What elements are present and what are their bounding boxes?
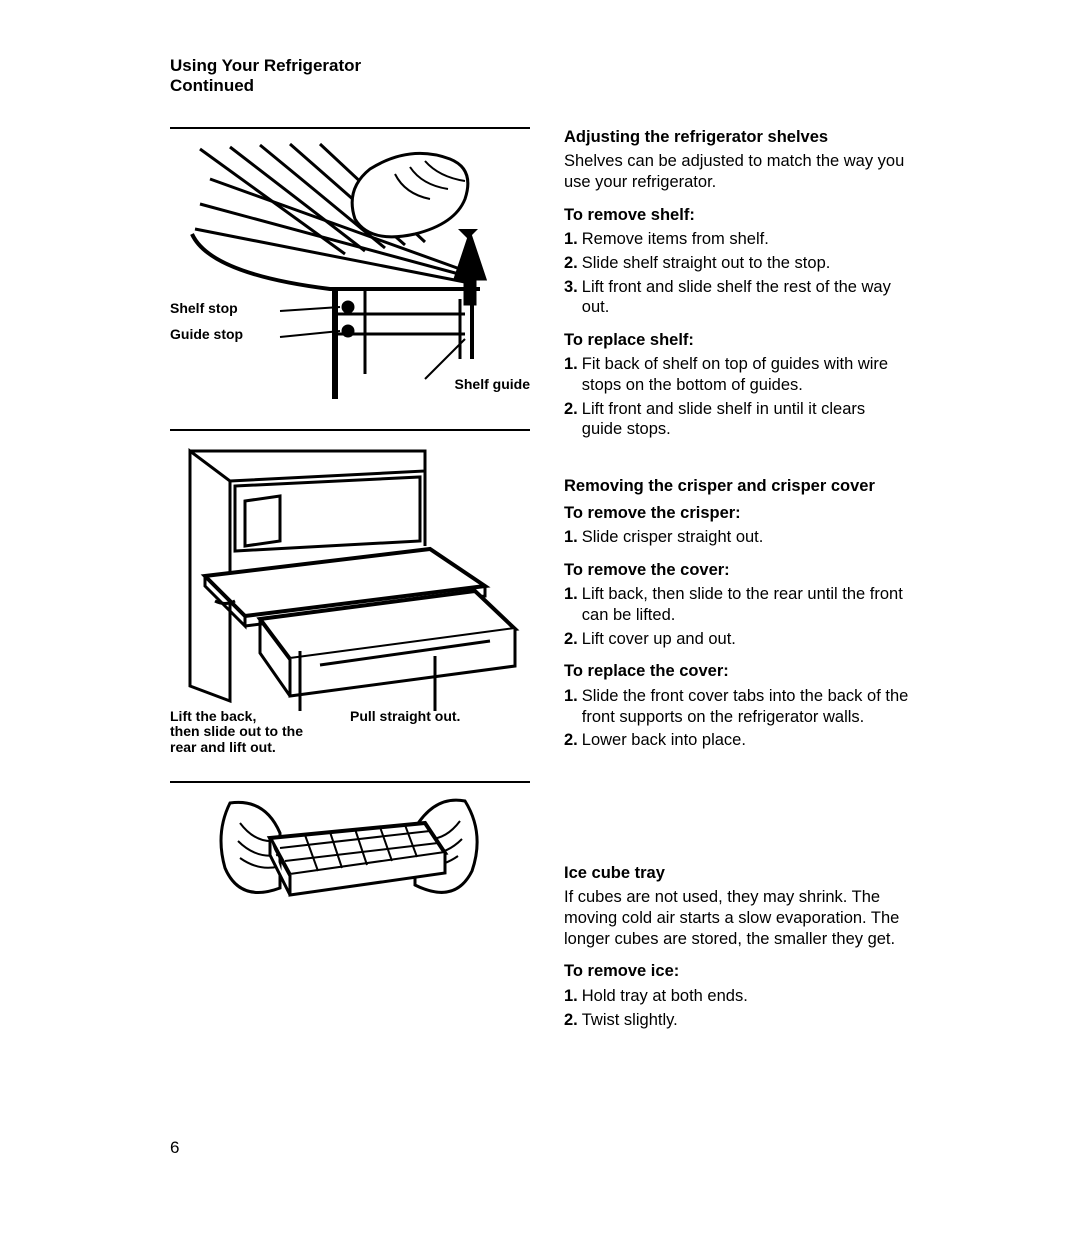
figure-shelf: Shelf stop Guide stop Shelf guide — [170, 127, 530, 409]
label-shelf-guide: Shelf guide — [455, 377, 530, 392]
list-item: Twist slightly. — [582, 1010, 910, 1031]
list-item: Fit back of shelf on top of guides with … — [582, 354, 910, 395]
sec2-repcov-list: 1.Slide the front cover tabs into the ba… — [564, 686, 910, 751]
label-lift-back-3: rear and lift out. — [170, 740, 360, 755]
sec3-rice-title: To remove ice: — [564, 961, 910, 982]
list-item: Slide the front cover tabs into the back… — [582, 686, 910, 727]
sec2-rcov-list: 1.Lift back, then slide to the rear unti… — [564, 584, 910, 649]
list-item: Lift front and slide shelf in until it c… — [582, 399, 910, 440]
page-header: Using Your Refrigerator Continued — [170, 56, 910, 97]
crisper-illustration — [170, 441, 530, 711]
sec1-remove-title: To remove shelf: — [564, 205, 910, 226]
list-item: Lift back, then slide to the rear until … — [582, 584, 910, 625]
list-item: Remove items from shelf. — [582, 229, 910, 250]
figure-crisper: Lift the back, then slide out to the rea… — [170, 429, 530, 761]
text-column: Adjusting the refrigerator shelves Shelv… — [564, 127, 910, 1042]
figure-ice-tray — [170, 781, 530, 933]
figures-column: Shelf stop Guide stop Shelf guide — [170, 127, 530, 1042]
header-line2: Continued — [170, 76, 910, 96]
sec1-intro: Shelves can be adjusted to match the way… — [564, 151, 910, 192]
sec1-remove-list: 1.Remove items from shelf. 2.Slide shelf… — [564, 229, 910, 318]
label-lift-back-1: Lift the back, — [170, 709, 360, 724]
label-pull-out: Pull straight out. — [350, 709, 460, 724]
sec2-rc-title: To remove the crisper: — [564, 503, 910, 524]
list-item: Slide shelf straight out to the stop. — [582, 253, 910, 274]
list-item: Slide crisper straight out. — [582, 527, 910, 548]
list-item: Lift cover up and out. — [582, 629, 910, 650]
sec2-rc-list: 1.Slide crisper straight out. — [564, 527, 910, 548]
sec1-replace-list: 1.Fit back of shelf on top of guides wit… — [564, 354, 910, 440]
header-line1: Using Your Refrigerator — [170, 56, 910, 76]
label-guide-stop: Guide stop — [170, 327, 243, 342]
sec2-rcov-title: To remove the cover: — [564, 560, 910, 581]
list-item: Lift front and slide shelf the rest of t… — [582, 277, 910, 318]
sec1-replace-title: To replace shelf: — [564, 330, 910, 351]
label-lift-back-2: then slide out to the — [170, 724, 360, 739]
ice-tray-illustration — [210, 793, 490, 933]
sec3-title: Ice cube tray — [564, 863, 910, 884]
sec2-repcov-title: To replace the cover: — [564, 661, 910, 682]
shelf-illustration — [170, 139, 530, 409]
label-shelf-stop: Shelf stop — [170, 301, 238, 316]
sec1-title: Adjusting the refrigerator shelves — [564, 127, 910, 148]
list-item: Hold tray at both ends. — [582, 986, 910, 1007]
sec3-rice-list: 1.Hold tray at both ends. 2.Twist slight… — [564, 986, 910, 1030]
page-number: 6 — [170, 1138, 179, 1158]
list-item: Lower back into place. — [582, 730, 910, 751]
sec3-intro: If cubes are not used, they may shrink. … — [564, 887, 910, 949]
sec2-title: Removing the crisper and crisper cover — [564, 476, 910, 497]
